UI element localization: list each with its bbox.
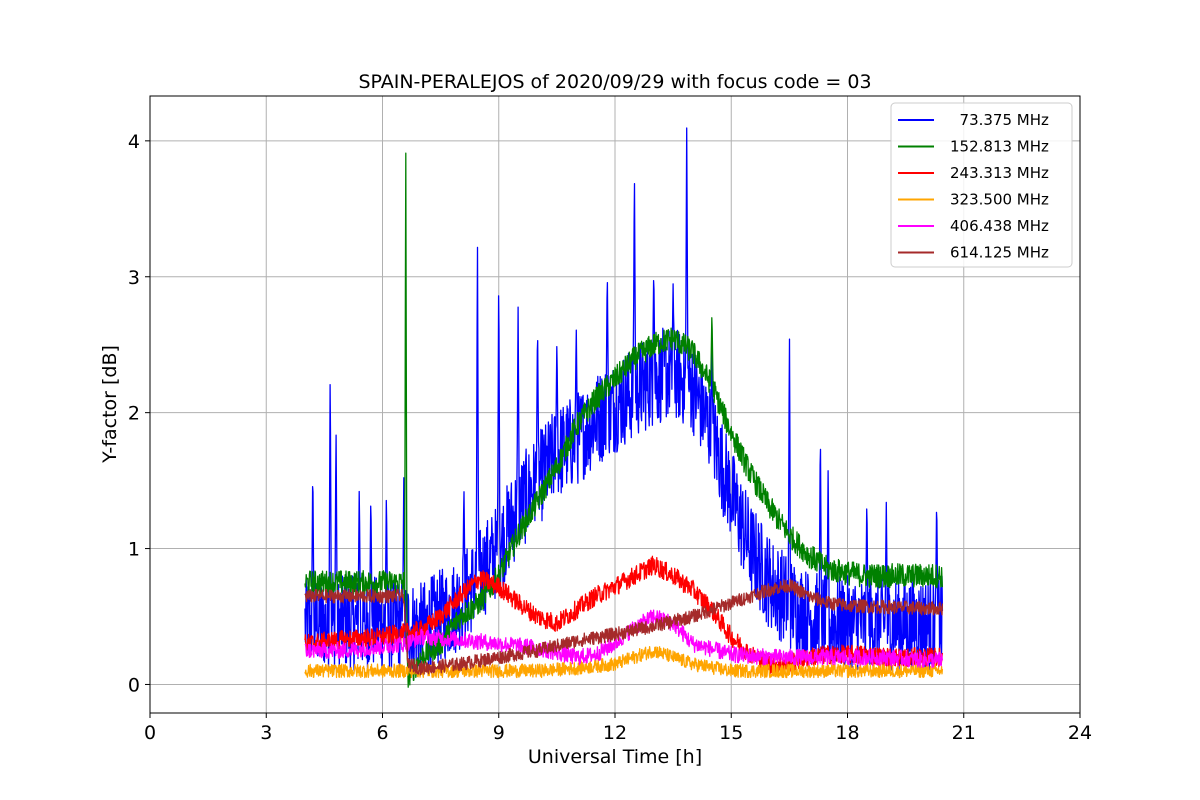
series-line (304, 578, 944, 676)
series-group (304, 127, 944, 688)
x-tick-label: 0 (144, 722, 156, 744)
x-tick-label: 6 (376, 722, 388, 744)
x-tick-label: 3 (260, 722, 272, 744)
x-axis-label: Universal Time [h] (528, 746, 702, 768)
x-axis-ticks: 0 3 6 9 12 15 18 21 24 (144, 713, 1092, 744)
x-tick-label: 21 (952, 722, 976, 744)
legend-label: 323.500 MHz (950, 191, 1049, 209)
series-line (304, 646, 944, 679)
legend-label: 406.438 MHz (950, 217, 1049, 235)
y-tick-label: 4 (128, 131, 140, 153)
legend: 73.375 MHz 152.813 MHz 243.313 MHz 323.500 … (890, 102, 1073, 268)
legend-label: 152.813 MHz (950, 138, 1049, 156)
legend-box (890, 102, 1073, 268)
x-tick-label: 18 (835, 722, 859, 744)
x-tick-label: 9 (493, 722, 505, 744)
legend-label: 243.313 MHz (950, 164, 1049, 182)
y-axis-ticks: 0 1 2 3 4 (128, 131, 150, 696)
x-tick-label: 15 (719, 722, 743, 744)
y-tick-label: 3 (128, 267, 140, 289)
y-tick-label: 1 (128, 539, 140, 561)
chart-title: SPAIN-PERALEJOS of 2020/09/29 with focus… (358, 71, 871, 93)
legend-label: 73.375 MHz (950, 111, 1049, 129)
y-axis-label: Y-factor [dB] (99, 345, 121, 464)
y-tick-label: 2 (128, 403, 140, 425)
legend-label: 614.125 MHz (950, 244, 1049, 262)
x-tick-label: 12 (603, 722, 627, 744)
x-tick-label: 24 (1068, 722, 1092, 744)
y-tick-label: 0 (128, 674, 140, 696)
